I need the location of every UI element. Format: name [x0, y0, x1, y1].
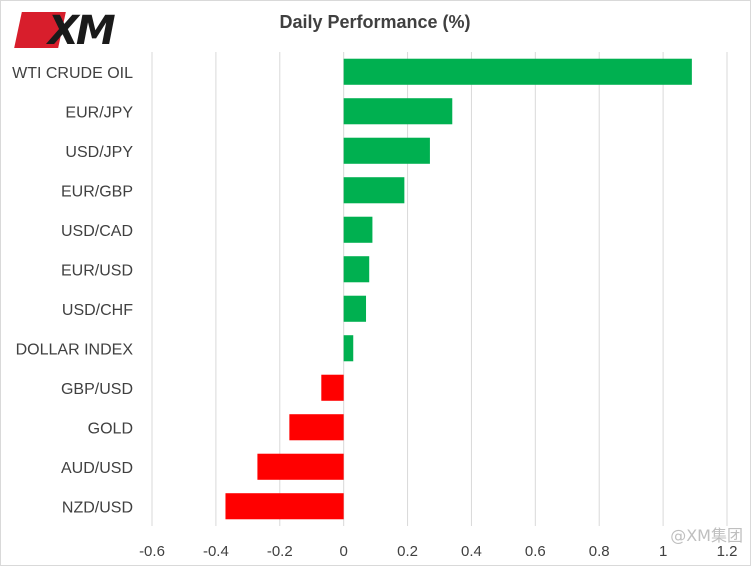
x-tick-label: -0.2: [267, 543, 293, 560]
category-label: USD/JPY: [65, 144, 133, 161]
x-tick-label: 0.4: [461, 543, 482, 560]
bar-gold: [289, 414, 344, 441]
category-label: USD/CHF: [62, 302, 133, 319]
x-tick-label: 1: [659, 543, 667, 560]
x-tick-label: 0.2: [397, 543, 418, 560]
x-tick-label: 0.6: [525, 543, 546, 560]
bar-nzd-usd: [225, 493, 344, 520]
category-label: EUR/JPY: [65, 104, 133, 121]
category-label: DOLLAR INDEX: [16, 341, 134, 358]
category-label: USD/CAD: [61, 223, 133, 240]
bar-usd-cad: [343, 216, 373, 243]
bar-wti-crude-oil: [343, 58, 692, 85]
category-label: EUR/USD: [61, 262, 133, 279]
category-label: WTI CRUDE OIL: [12, 65, 133, 82]
bar-eur-gbp: [343, 177, 405, 204]
bar-gbp-usd: [321, 374, 344, 401]
bar-aud-usd: [257, 453, 344, 480]
x-tick-label: 0.8: [589, 543, 610, 560]
bar-eur-usd: [343, 256, 370, 283]
bar-usd-chf: [343, 295, 367, 322]
x-tick-label: 1.2: [717, 543, 738, 560]
bar-dollar-index: [343, 335, 354, 362]
x-tick-label: 0: [339, 543, 347, 560]
logo-wordmark: XM: [48, 8, 116, 54]
watermark: @XM集团: [670, 526, 743, 545]
category-label: AUD/USD: [61, 460, 133, 477]
category-label: GOLD: [88, 420, 133, 437]
bar-usd-jpy: [343, 137, 430, 164]
xm-logo: XM: [14, 8, 158, 54]
category-label: EUR/GBP: [61, 183, 133, 200]
x-tick-label: -0.4: [203, 543, 229, 560]
category-label: NZD/USD: [62, 499, 133, 516]
category-label: GBP/USD: [61, 381, 133, 398]
x-tick-label: -0.6: [139, 543, 165, 560]
bar-eur-jpy: [343, 98, 453, 125]
chart-title: Daily Performance (%): [279, 12, 471, 32]
